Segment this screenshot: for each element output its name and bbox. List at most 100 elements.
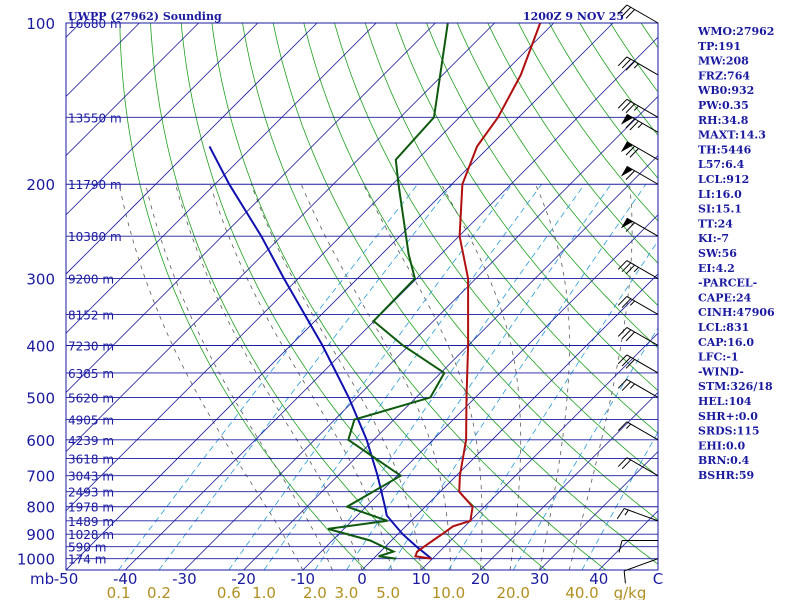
barb-full <box>617 296 628 306</box>
wind-barbs-layer <box>616 4 659 584</box>
temperature-trace <box>414 23 542 560</box>
mixing-ratio-line <box>448 240 658 570</box>
isotherm <box>420 332 658 570</box>
moist-adiabat <box>145 184 333 570</box>
barb-full <box>617 260 628 270</box>
barb-staff <box>624 508 659 522</box>
temperature-tick-label: -50 <box>54 570 79 588</box>
wind-barb <box>617 421 659 441</box>
dry-adiabat <box>242 23 607 570</box>
index-value: -PARCEL- <box>698 277 757 290</box>
grid-layer <box>66 23 658 570</box>
mixing-ratio-unit: g/kg <box>614 584 647 600</box>
index-value: BRN:0.4 <box>698 454 750 467</box>
index-value: LCL:831 <box>698 321 749 334</box>
barb-full <box>617 56 628 67</box>
pressure-tick-label: 400 <box>26 337 55 355</box>
height-label: 13550 m <box>68 111 122 125</box>
wind-barb <box>617 260 659 280</box>
moist-adiabat <box>441 184 522 570</box>
height-label: 16680 m <box>68 17 122 31</box>
temperature-tick-label: -10 <box>291 570 316 588</box>
height-label: 5620 m <box>68 391 114 405</box>
pressure-tick-label: 900 <box>26 526 55 544</box>
barb-full <box>621 101 632 111</box>
height-label: 7230 m <box>68 339 114 353</box>
height-label: 3618 m <box>68 452 114 466</box>
isotherm <box>66 23 436 393</box>
dry-adiabat <box>456 23 658 307</box>
barb-full <box>625 264 635 275</box>
barb-staff <box>624 558 659 572</box>
dry-adiabat <box>487 23 658 264</box>
barb-full <box>617 4 628 15</box>
mixing-ratio-line <box>263 183 543 570</box>
wind-barb <box>617 295 659 315</box>
index-value: EHI:0.0 <box>698 439 745 452</box>
pressure-tick-label: 100 <box>26 15 55 33</box>
barb-full <box>625 145 635 156</box>
mixing-ratio-line <box>346 183 612 570</box>
barb-full <box>629 148 639 158</box>
mixing-ratio-label: 0.2 <box>147 584 171 600</box>
isotherm <box>243 155 658 570</box>
index-value: TT:24 <box>698 217 733 230</box>
height-label: 2493 m <box>68 486 114 500</box>
isotherm <box>539 451 658 570</box>
index-value: SI:15.1 <box>698 203 742 216</box>
barb-half <box>633 266 639 273</box>
pressure-axis-label: mb <box>30 570 54 588</box>
barb-full <box>621 6 632 17</box>
isotherm <box>361 273 658 570</box>
barb-full <box>629 120 639 131</box>
barb-staff <box>626 421 659 441</box>
barb-half <box>626 423 632 429</box>
barb-staff <box>626 354 659 374</box>
height-label: 8152 m <box>68 308 114 322</box>
height-label: 4239 m <box>68 434 114 448</box>
pressure-tick-label: 1000 <box>17 551 55 569</box>
barb-full <box>625 61 635 71</box>
barb-staff <box>626 4 659 24</box>
height-label: 1978 m <box>68 501 114 515</box>
height-label: 3043 m <box>68 470 114 484</box>
height-label: 590 m <box>68 541 106 555</box>
dry-adiabat <box>426 23 658 349</box>
barb-full <box>617 327 628 337</box>
barb-full <box>617 98 628 109</box>
wind-barb <box>617 457 659 477</box>
barb-full <box>618 540 623 553</box>
mixing-ratio-label: 0.6 <box>217 584 241 600</box>
barb-half <box>633 105 639 111</box>
parcel-trace <box>208 145 433 560</box>
isotherm <box>66 23 318 275</box>
barb-half <box>624 509 629 516</box>
index-value: SRDS:115 <box>698 425 760 438</box>
wind-barb <box>616 508 659 522</box>
barb-full <box>621 459 632 470</box>
wind-barb <box>620 113 659 133</box>
chart-timestamp: 1200Z 9 NOV 25 <box>523 10 624 23</box>
mixing-ratio-label: 3.0 <box>335 584 359 600</box>
mixing-ratio-label: 20.0 <box>496 584 529 600</box>
isotherm <box>66 23 614 570</box>
index-value: STM:326/18 <box>698 380 773 393</box>
index-value: BSHR:59 <box>698 469 754 482</box>
index-value: LI:16.0 <box>698 188 742 201</box>
height-label: 4905 m <box>68 414 114 428</box>
barb-full <box>617 379 628 389</box>
index-value: -WIND- <box>698 365 744 378</box>
height-label: 11790 m <box>68 178 122 192</box>
barb-full <box>617 457 628 467</box>
temperature-axis-label: C <box>653 570 663 588</box>
barb-pennant <box>620 114 633 125</box>
isotherm <box>66 23 259 216</box>
barb-staff <box>626 260 659 280</box>
index-value: MW:208 <box>698 55 749 68</box>
wind-barb <box>617 56 659 76</box>
index-value: LFC:-1 <box>698 351 739 364</box>
isotherm <box>480 391 658 570</box>
index-value: WB0:932 <box>697 84 754 97</box>
index-value: LCL:912 <box>698 173 749 186</box>
isotherm <box>66 23 495 453</box>
